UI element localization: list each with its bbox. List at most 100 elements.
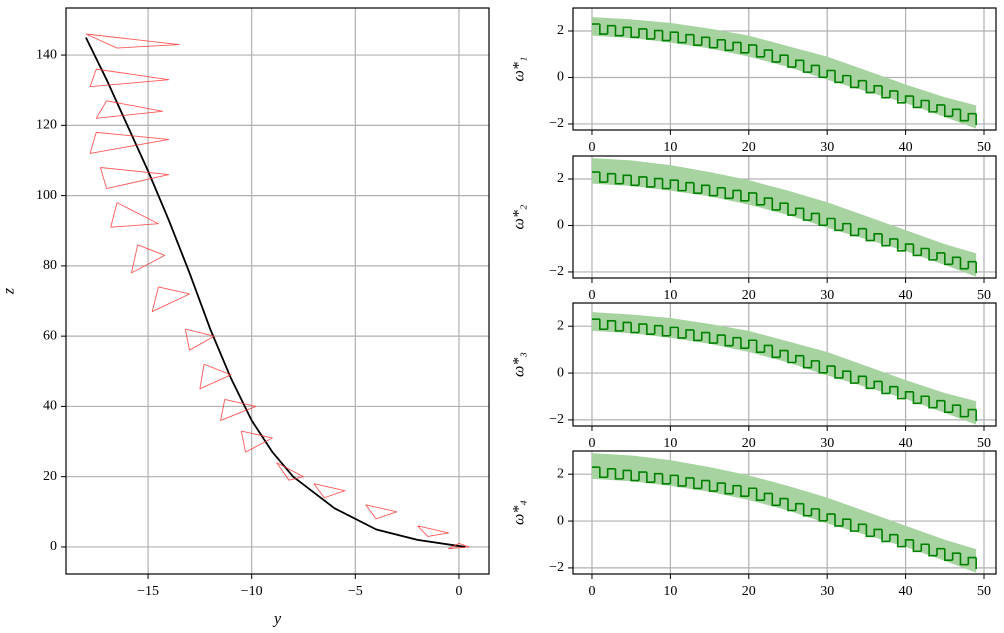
y-tick-label: 120 <box>36 118 57 133</box>
step-segment <box>944 400 953 413</box>
step-segment <box>653 472 663 483</box>
step-segment <box>599 467 608 479</box>
step-segment <box>763 49 773 57</box>
x-tick-label: 10 <box>663 288 677 303</box>
step-segment <box>944 104 953 118</box>
step-segment <box>889 385 898 394</box>
step-segment <box>795 59 804 68</box>
step-segment <box>842 518 851 526</box>
step-segment <box>763 492 773 501</box>
plot-area <box>591 312 977 425</box>
step-segment <box>732 41 741 51</box>
step-segment <box>857 79 867 88</box>
step-segment <box>693 329 702 342</box>
step-segment <box>638 471 647 481</box>
step-segment <box>802 60 812 73</box>
step-segment <box>967 408 977 417</box>
x-tick-label: 10 <box>663 436 677 451</box>
step-segment <box>865 376 875 390</box>
step-segment <box>771 50 781 63</box>
step-segment <box>755 340 765 353</box>
step-segment <box>614 320 624 332</box>
y-tick-label: 2 <box>557 171 564 186</box>
step-segment <box>747 44 757 53</box>
x-axis-label: y <box>272 611 282 628</box>
step-segment <box>606 24 616 35</box>
step-segment <box>857 523 867 532</box>
y-tick-label: 40 <box>43 399 57 414</box>
x-tick-label: 20 <box>742 140 756 155</box>
step-segment <box>865 524 875 538</box>
step-segment <box>849 371 859 384</box>
step-segment <box>708 480 718 492</box>
x-tick-label: 50 <box>977 584 991 599</box>
step-segment <box>936 399 945 408</box>
step-segment <box>795 354 804 363</box>
step-segment <box>834 218 843 232</box>
step-segment <box>646 176 655 188</box>
step-segment <box>959 553 969 566</box>
x-tick-label: 10 <box>663 584 677 599</box>
step-segment <box>928 396 937 409</box>
step-segment <box>724 187 734 200</box>
step-segment <box>896 90 906 104</box>
step-segment <box>967 556 977 565</box>
step-segment <box>904 95 914 103</box>
step-segment <box>708 332 718 344</box>
y-axis-label: ω*₃ <box>511 352 528 377</box>
x-tick-label: 20 <box>742 436 756 451</box>
step-segment <box>818 508 828 522</box>
step-segment <box>716 482 726 492</box>
step-segment <box>810 212 820 221</box>
step-segment <box>967 260 977 269</box>
step-segment <box>614 25 624 37</box>
step-segment <box>936 104 945 112</box>
step-segment <box>818 65 828 79</box>
panel: 0 10 20 30 40 50 −2 0 2 ω*₃ <box>511 302 997 451</box>
plot-area <box>591 158 977 277</box>
plot-area <box>591 453 977 573</box>
step-segment <box>936 547 945 556</box>
step-segment <box>896 534 906 548</box>
x-tick-label: 40 <box>899 288 913 303</box>
step-segment <box>904 538 914 547</box>
step-segment <box>638 176 647 186</box>
y-axis-label: ω*₄ <box>511 500 528 525</box>
trajectory <box>85 37 466 548</box>
step-segment <box>826 69 836 78</box>
step-segment <box>693 182 702 194</box>
y-tick-label: 60 <box>43 328 57 343</box>
step-segment <box>944 548 953 561</box>
x-tick-label: 0 <box>455 584 462 599</box>
step-segment <box>606 320 616 330</box>
step-segment <box>732 336 741 346</box>
step-segment <box>677 475 687 487</box>
step-segment <box>724 483 734 495</box>
step-segment <box>944 252 953 266</box>
step-segment <box>646 472 655 483</box>
y-tick-label: −2 <box>549 264 564 279</box>
step-segment <box>653 29 663 39</box>
x-tick-label: 20 <box>742 584 756 599</box>
step-segment <box>857 375 867 384</box>
step-segment <box>889 90 898 98</box>
y-tick-label: 2 <box>557 466 564 481</box>
x-tick-label: 50 <box>977 140 991 155</box>
panel: 0 10 20 30 40 50 −2 0 2 ω*₄ <box>511 450 997 599</box>
step-segment <box>622 174 632 184</box>
x-tick-label: 0 <box>588 288 595 303</box>
step-segment <box>700 479 710 489</box>
step-segment <box>708 37 718 49</box>
step-segment <box>920 99 930 108</box>
plot-area <box>591 17 977 129</box>
step-segment <box>787 498 796 512</box>
step-segment <box>881 529 890 543</box>
step-segment <box>826 513 836 521</box>
step-segment <box>669 179 679 189</box>
step-segment <box>802 503 812 517</box>
step-segment <box>896 386 906 400</box>
step-segment <box>951 108 961 117</box>
step-segment <box>700 36 710 46</box>
step-segment <box>661 325 671 337</box>
